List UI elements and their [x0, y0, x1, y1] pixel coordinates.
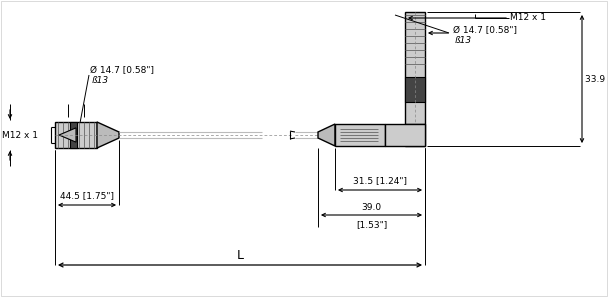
Bar: [405, 77, 425, 102]
Text: M12 x 1: M12 x 1: [510, 13, 546, 23]
Bar: [335, 124, 385, 146]
Text: 33.9 [1.33"]: 33.9 [1.33"]: [585, 75, 608, 83]
Text: L: L: [237, 249, 243, 262]
Polygon shape: [318, 124, 335, 146]
Text: 31.5 [1.24"]: 31.5 [1.24"]: [353, 176, 407, 185]
Text: ß13: ß13: [92, 76, 109, 85]
Polygon shape: [385, 124, 425, 146]
Text: Ø 14.7 [0.58"]: Ø 14.7 [0.58"]: [453, 26, 517, 35]
Bar: [70, 122, 77, 148]
Bar: [405, 12, 425, 124]
Text: 44.5 [1.75"]: 44.5 [1.75"]: [60, 191, 114, 200]
Text: [1.53"]: [1.53"]: [356, 220, 387, 229]
Bar: [55, 122, 97, 148]
Text: Ø 14.7 [0.58"]: Ø 14.7 [0.58"]: [90, 66, 154, 75]
Text: ß13: ß13: [455, 36, 472, 45]
Text: M12 x 1: M12 x 1: [2, 130, 38, 140]
Bar: [405, 124, 425, 146]
Polygon shape: [59, 128, 76, 142]
Text: 39.0: 39.0: [361, 203, 382, 212]
Polygon shape: [97, 122, 119, 148]
